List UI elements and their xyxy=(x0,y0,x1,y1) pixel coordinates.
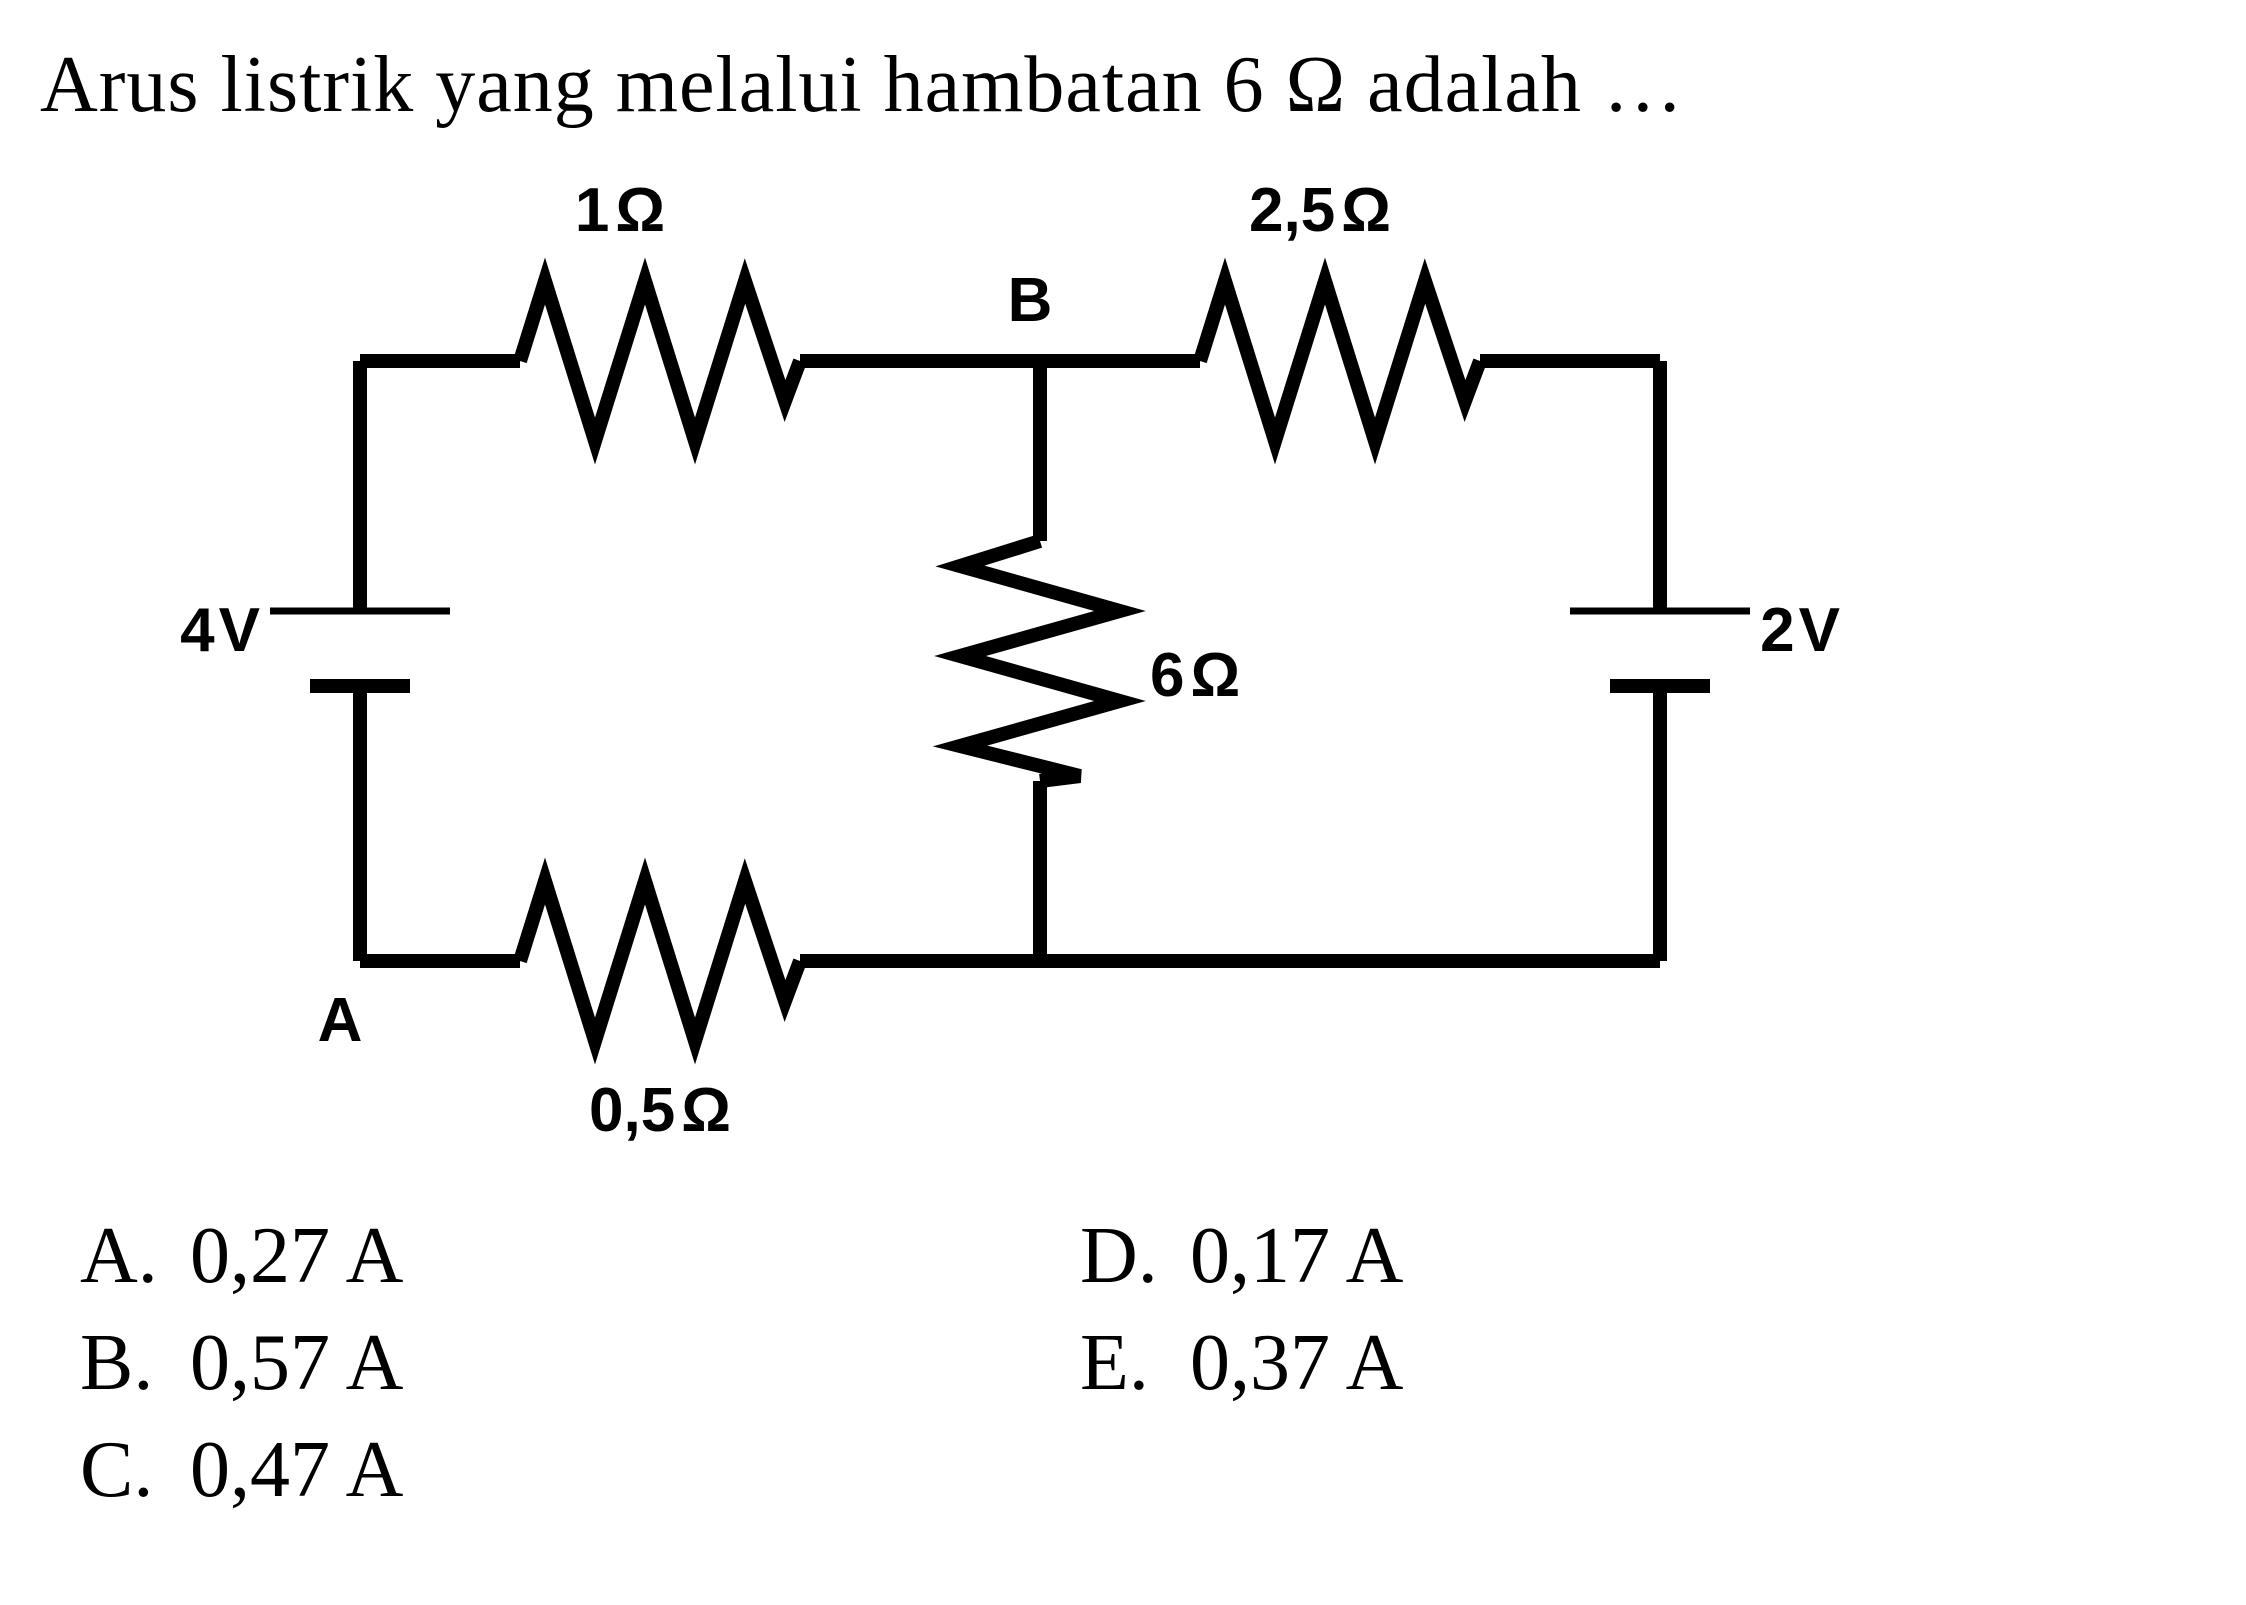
option-e-letter: E. xyxy=(1080,1318,1190,1409)
resistor-top-right-label: 2,5Ω xyxy=(1249,176,1391,245)
option-d-value: 0,17 A xyxy=(1190,1211,1403,1302)
option-a-letter: A. xyxy=(80,1211,190,1302)
option-b: B. 0,57 A xyxy=(80,1318,1080,1409)
node-a-label: A xyxy=(318,986,363,1055)
option-b-value: 0,57 A xyxy=(190,1318,403,1409)
node-b-label: B xyxy=(1008,266,1053,335)
option-d-letter: D. xyxy=(1080,1211,1190,1302)
resistor-bottom-label: 0,5Ω xyxy=(589,1076,731,1145)
option-c: C. 0,47 A xyxy=(80,1425,1080,1516)
resistor-top-left-label: 1Ω xyxy=(575,176,665,245)
resistor-middle-label: 6Ω xyxy=(1150,641,1240,710)
answer-options: A. 0,27 A B. 0,57 A C. 0,47 A D. 0,17 A … xyxy=(80,1211,2206,1516)
option-c-value: 0,47 A xyxy=(190,1425,403,1516)
option-a: A. 0,27 A xyxy=(80,1211,1080,1302)
voltage-left-label: 4V xyxy=(180,596,260,665)
option-e-value: 0,37 A xyxy=(1190,1318,1403,1409)
option-d: D. 0,17 A xyxy=(1080,1211,1403,1302)
option-e: E. 0,37 A xyxy=(1080,1318,1403,1409)
circuit-diagram: 1Ω 2,5Ω B 6Ω 4V 2V A 0,5Ω xyxy=(160,141,1860,1191)
option-a-value: 0,27 A xyxy=(190,1211,403,1302)
question-text: Arus listrik yang melalui hambatan 6 Ω a… xyxy=(40,40,2206,131)
voltage-right-label: 2V xyxy=(1760,596,1840,665)
option-b-letter: B. xyxy=(80,1318,190,1409)
option-c-letter: C. xyxy=(80,1425,190,1516)
